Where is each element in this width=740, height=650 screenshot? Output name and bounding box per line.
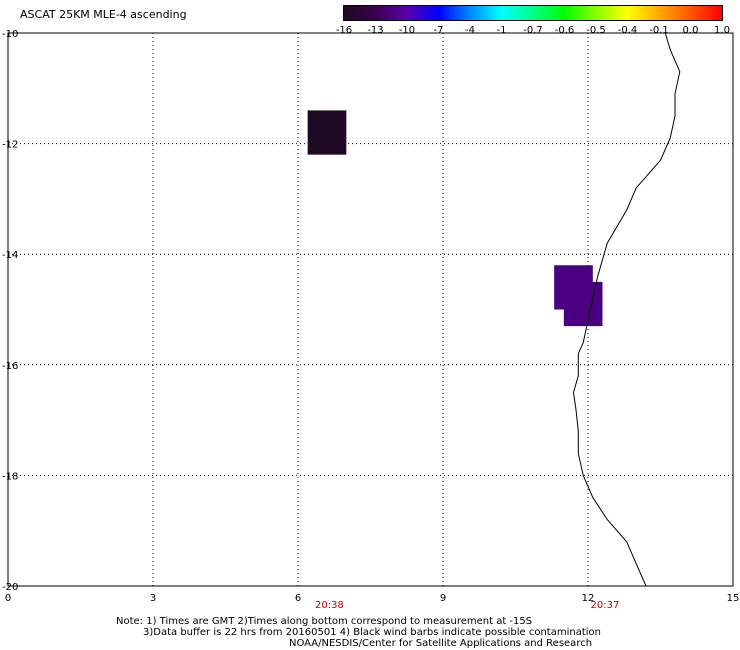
colorbar-label: -10 xyxy=(398,25,416,36)
colorbar-label: 1.0 xyxy=(714,25,730,36)
colorbar-label: -1 xyxy=(496,25,507,36)
map-title: ASCAT 25KM MLE-4 ascending xyxy=(20,8,187,21)
x-tick-labels: 0 3 6 9 12 15 xyxy=(5,593,740,604)
colorbar-label: -0.5 xyxy=(586,25,606,36)
x-tick-label: 15 xyxy=(727,593,740,604)
x-tick-label: 3 xyxy=(150,593,156,604)
x-tick-label: 9 xyxy=(440,593,446,604)
x-tick-label: 0 xyxy=(5,593,11,604)
colorbar-label: -0.7 xyxy=(523,25,543,36)
colorbar-labels: -16 -13 -10 -7 -4 -1 -0.7 -0.6 -0.5 -0.4 -0.1 0.0 1.… xyxy=(330,25,734,37)
colorbar-label: -4 xyxy=(465,25,475,36)
x-tick-label: 6 xyxy=(295,593,301,604)
note-line-3: NOAA/NESDIS/Center for Satellite Applica… xyxy=(289,638,593,649)
y-tick-labels: -10 -12 -14 -16 -18 -20 xyxy=(2,29,18,593)
note-line-2: 3)Data buffer is 22 hrs from 20160501 4)… xyxy=(143,627,601,638)
note-line-1: Note: 1) Times are GMT 2)Times along bot… xyxy=(116,616,533,627)
pass-time-label: 20:37 xyxy=(590,600,620,611)
wind-cell xyxy=(563,281,603,327)
colorbar-label: -13 xyxy=(367,25,384,36)
plot-frame xyxy=(7,32,734,587)
colorbar-label: -0.6 xyxy=(554,25,575,36)
pass-time-label: 20:38 xyxy=(315,600,344,611)
colorbar-label: 0.0 xyxy=(682,25,699,36)
y-tick-label: -20 xyxy=(2,582,18,593)
grid-lines xyxy=(7,32,734,587)
colorbar-label: -0.1 xyxy=(649,25,669,36)
colorbar xyxy=(343,5,723,21)
colorbar-label: -0.4 xyxy=(617,25,638,36)
y-tick-label: -10 xyxy=(2,29,18,40)
wind-cell xyxy=(307,110,347,155)
x-tick-label: 12 xyxy=(582,593,595,604)
y-tick-label: -16 xyxy=(2,361,18,372)
colorbar-label: -7 xyxy=(433,25,444,36)
wind-cells xyxy=(307,110,603,327)
coastline xyxy=(572,32,681,587)
colorbar-label: -16 xyxy=(335,25,353,36)
y-tick-label: -12 xyxy=(2,140,18,151)
y-tick-label: -18 xyxy=(2,471,18,482)
y-tick-label: -14 xyxy=(2,250,18,261)
